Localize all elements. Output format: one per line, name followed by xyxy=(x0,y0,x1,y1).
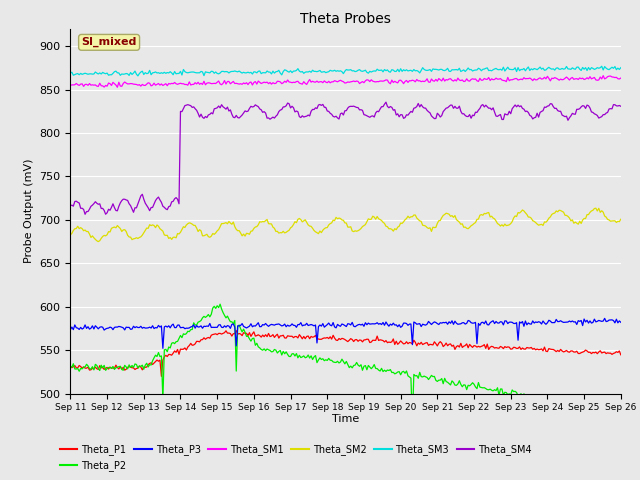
X-axis label: Time: Time xyxy=(332,414,359,424)
Theta_SM2 xyxy=(67,232,74,238)
Theta_P3 xyxy=(67,327,74,333)
Theta_SM3 xyxy=(134,73,141,79)
Theta_P3 xyxy=(423,321,431,327)
Y-axis label: Probe Output (mV): Probe Output (mV) xyxy=(24,159,34,264)
Theta_SM3 xyxy=(617,65,625,71)
Theta_SM2 xyxy=(611,218,619,224)
Theta_P1 xyxy=(191,341,199,347)
Theta_P2 xyxy=(287,354,294,360)
Text: SI_mixed: SI_mixed xyxy=(81,37,137,48)
Theta_SM3 xyxy=(423,68,431,73)
Theta_P2 xyxy=(425,377,433,383)
Theta_P1 xyxy=(611,350,619,356)
Theta_SM1 xyxy=(113,84,121,90)
Theta_P1 xyxy=(157,373,165,379)
Theta_P2 xyxy=(67,363,74,369)
Theta_SM1 xyxy=(574,77,582,83)
Theta_P2 xyxy=(190,320,198,325)
Legend: Theta_P1, Theta_P2, Theta_P3, Theta_SM1, Theta_SM2, Theta_SM3, Theta_SM4: Theta_P1, Theta_P2, Theta_P3, Theta_SM1,… xyxy=(56,441,536,475)
Theta_P1 xyxy=(425,343,433,348)
Line: Theta_P1: Theta_P1 xyxy=(70,331,621,376)
Theta_SM2 xyxy=(617,216,625,222)
Theta_SM4 xyxy=(191,106,199,112)
Theta_SM1 xyxy=(67,83,74,88)
Line: Theta_SM3: Theta_SM3 xyxy=(70,66,621,76)
Theta_SM1 xyxy=(373,79,381,84)
Theta_P1 xyxy=(232,328,240,334)
Theta_SM3 xyxy=(67,70,74,76)
Theta_P3 xyxy=(617,319,625,325)
Theta_SM4 xyxy=(67,203,74,209)
Line: Theta_SM1: Theta_SM1 xyxy=(70,76,621,87)
Theta_SM3 xyxy=(611,64,619,70)
Theta_P3 xyxy=(601,315,609,321)
Theta_SM3 xyxy=(287,68,294,73)
Line: Theta_P2: Theta_P2 xyxy=(70,304,621,420)
Theta_P1 xyxy=(617,352,625,358)
Theta_P2 xyxy=(611,409,619,415)
Line: Theta_SM2: Theta_SM2 xyxy=(70,208,621,241)
Theta_SM2 xyxy=(423,225,431,230)
Theta_SM4 xyxy=(287,105,294,111)
Theta_P2 xyxy=(617,412,625,418)
Theta_SM4 xyxy=(576,106,584,111)
Theta_SM4 xyxy=(81,211,89,217)
Theta_P1 xyxy=(67,364,74,370)
Theta_P2 xyxy=(576,401,584,407)
Title: Theta Probes: Theta Probes xyxy=(300,12,391,26)
Line: Theta_SM4: Theta_SM4 xyxy=(70,102,621,214)
Theta_P3 xyxy=(574,318,582,324)
Theta_P1 xyxy=(375,337,383,343)
Theta_SM3 xyxy=(373,66,381,72)
Theta_P2 xyxy=(216,301,224,307)
Theta_SM4 xyxy=(425,109,433,115)
Theta_SM2 xyxy=(191,223,199,228)
Theta_SM2 xyxy=(95,239,102,244)
Theta_SM2 xyxy=(592,205,600,211)
Theta_SM4 xyxy=(382,99,390,105)
Theta_SM4 xyxy=(373,108,381,114)
Theta_P3 xyxy=(611,320,619,326)
Theta_SM2 xyxy=(287,225,294,231)
Theta_SM1 xyxy=(599,73,607,79)
Theta_P1 xyxy=(576,350,584,356)
Theta_SM1 xyxy=(287,79,294,85)
Theta_P2 xyxy=(373,366,381,372)
Theta_P3 xyxy=(287,323,294,328)
Theta_SM2 xyxy=(373,214,381,219)
Theta_P3 xyxy=(159,346,166,351)
Theta_SM4 xyxy=(611,102,619,108)
Theta_SM1 xyxy=(423,76,431,82)
Line: Theta_P3: Theta_P3 xyxy=(70,318,621,348)
Theta_SM1 xyxy=(611,75,619,81)
Theta_SM1 xyxy=(617,75,625,81)
Theta_SM4 xyxy=(617,103,625,109)
Theta_P1 xyxy=(288,334,296,339)
Theta_SM2 xyxy=(574,221,582,227)
Theta_SM3 xyxy=(191,70,199,75)
Theta_P2 xyxy=(408,418,416,423)
Theta_SM1 xyxy=(191,80,199,85)
Theta_SM3 xyxy=(574,64,582,70)
Theta_SM3 xyxy=(598,63,605,69)
Theta_P3 xyxy=(373,320,381,325)
Theta_P3 xyxy=(191,325,199,331)
